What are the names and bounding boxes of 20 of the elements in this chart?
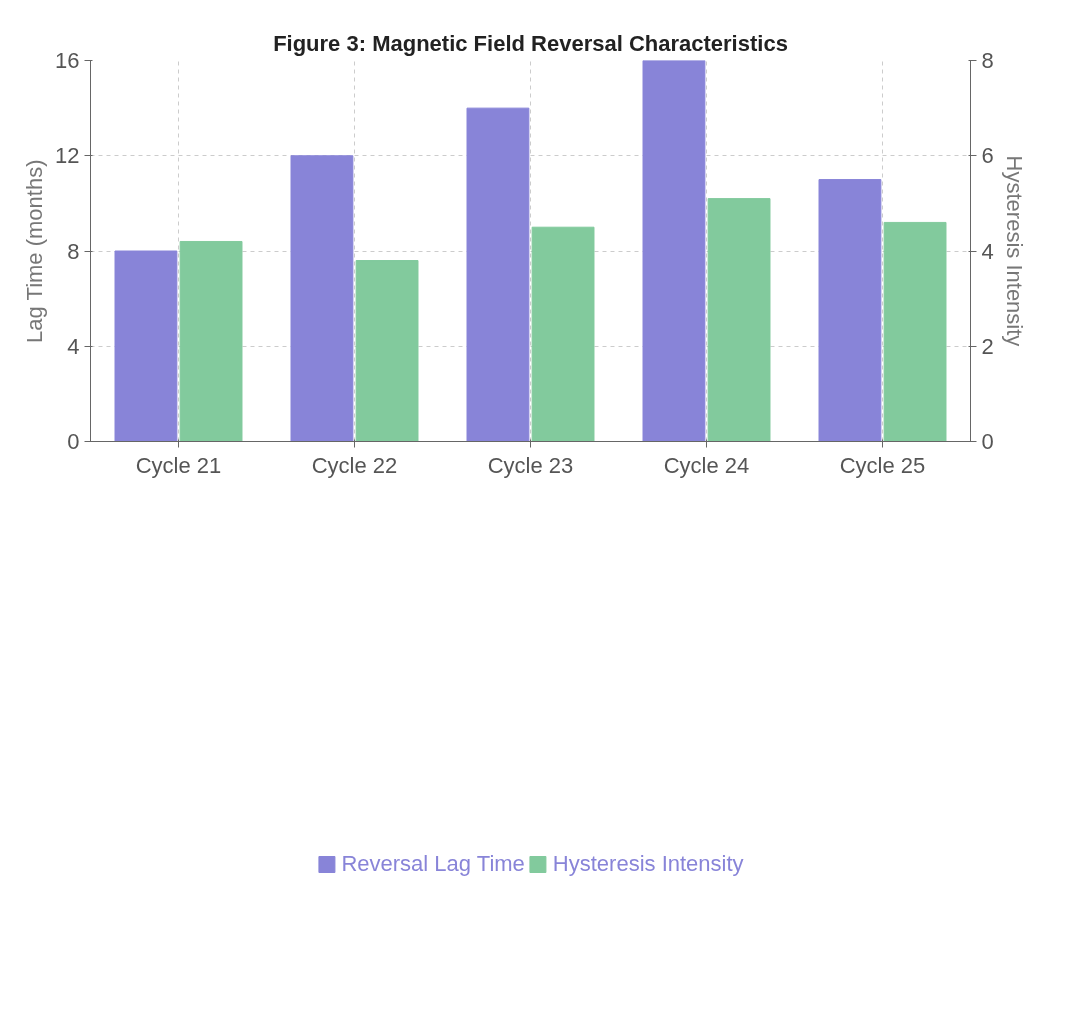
x-tick-label: Cycle 25 bbox=[839, 452, 926, 478]
x-tick-label: Cycle 24 bbox=[663, 452, 750, 478]
y-tick-label: 0 bbox=[67, 429, 80, 454]
y-tick-label: 12 bbox=[55, 143, 80, 169]
y-tick-label: 8 bbox=[67, 238, 80, 264]
y2-tick-label: 4 bbox=[981, 238, 994, 264]
chart-title: Figure 3: Magnetic Field Reversal Characteristics bbox=[273, 30, 788, 56]
y2-tick-label: 6 bbox=[981, 143, 994, 169]
x-tick-label: Cycle 22 bbox=[311, 452, 398, 478]
x-tick-label: Cycle 23 bbox=[487, 452, 574, 478]
y2-tick-label: 2 bbox=[981, 333, 994, 359]
y2-tick-label: 0 bbox=[981, 429, 994, 454]
legend-label: Hysteresis Intensity bbox=[552, 850, 744, 877]
y-tick-label: 16 bbox=[55, 48, 80, 73]
y2-tick-label: 8 bbox=[981, 48, 994, 73]
legend-label: Reversal Lag Time bbox=[341, 850, 525, 877]
y2-axis-title: Hysteresis Intensity bbox=[1001, 155, 1027, 347]
y-tick-label: 4 bbox=[67, 333, 80, 359]
y-axis-title: Lag Time (months) bbox=[22, 159, 48, 343]
x-tick-label: Cycle 21 bbox=[135, 452, 222, 478]
